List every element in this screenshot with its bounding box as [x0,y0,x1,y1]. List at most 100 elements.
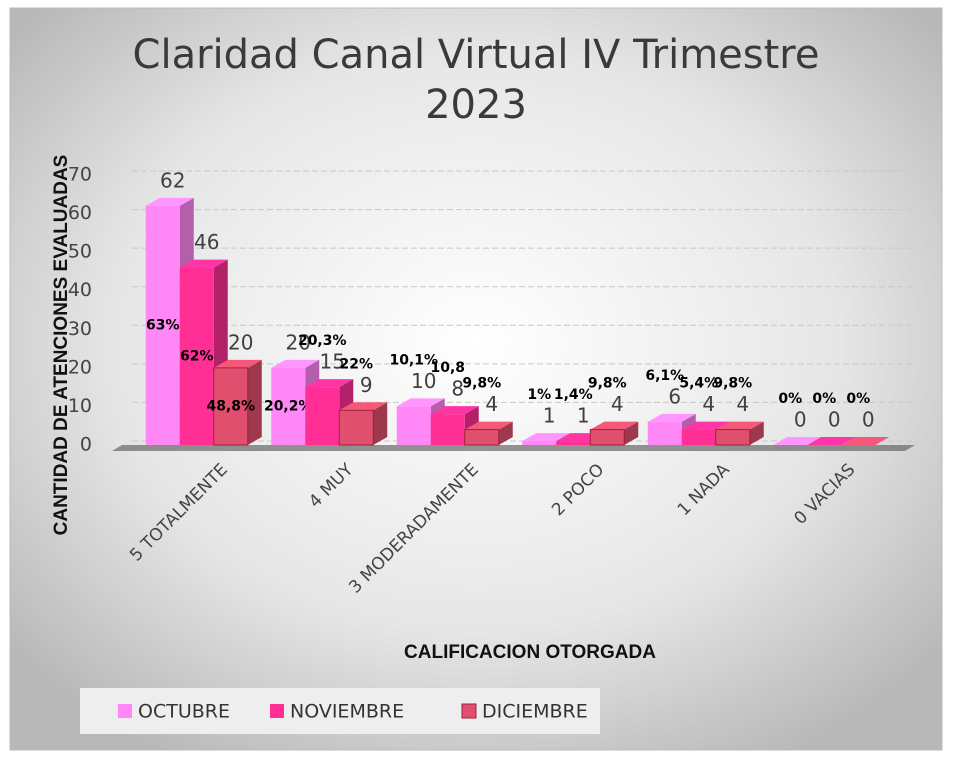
data-label: 20 [286,330,311,354]
bar-top [841,437,890,445]
bar-group [338,402,388,446]
bar-top [339,402,388,411]
y-tick-label: 30 [68,318,92,340]
bar [522,441,557,445]
data-label: 0 [794,408,807,432]
bar [305,387,340,445]
x-axis-label: CALIFICACION OTORGADA [404,642,656,663]
bar [589,429,625,446]
data-label: 1 [577,404,590,428]
percent-label: 10,1% [389,352,438,368]
percent-label: 20,3% [298,333,347,349]
legend-swatch [118,704,132,718]
y-tick-label: 10 [68,395,92,417]
y-tick-label: 70 [68,164,92,186]
percent-label: 63% [146,317,180,333]
data-label: 10 [411,369,436,393]
bar-top [590,421,639,430]
bar [145,205,180,445]
bar-side [247,359,262,445]
bar [213,367,249,446]
bar-group [841,437,890,445]
legend-label: NOVIEMBRE [290,701,404,723]
bar-top [807,437,856,445]
data-label: 0 [862,408,875,432]
chart-title: Claridad Canal Virtual IV Trimestre 2023 [132,32,820,128]
bar-group [773,437,822,445]
bar [179,267,214,445]
data-label: 6 [668,384,681,408]
bar [271,367,306,445]
percent-label: 6,1% [645,368,684,384]
data-label: 4 [485,392,498,416]
bar-top [430,406,479,415]
bar-top [271,359,320,368]
percent-label: 0% [778,391,802,407]
percent-label: 0% [812,391,836,407]
y-tick-label: 50 [68,241,92,263]
bar [430,414,465,445]
percent-label: 9,8% [713,376,752,392]
y-axis-label: CANTIDAD DE ATENCIONES EVALUADAS [51,155,72,536]
bar-top [179,259,228,268]
bar-top [145,197,194,206]
bar-top [681,421,730,430]
bar-top [213,359,262,368]
bar-top [773,437,822,445]
percent-label: 22% [339,356,373,372]
bar-group [213,359,262,446]
bar-group [464,421,513,446]
percent-label: 62% [180,348,214,364]
bar-side [624,421,639,445]
legend-swatch [461,703,477,719]
data-label: 8 [451,377,464,401]
data-label: 4 [702,392,715,416]
bar [338,409,374,446]
data-label: 4 [736,392,749,416]
data-label: 1 [543,404,556,428]
data-label: 0 [828,408,841,432]
percent-label: 9,8% [462,376,501,392]
bar-top [715,421,764,430]
percent-label: 48,8% [206,398,255,414]
bar [715,429,751,446]
bar-group [807,437,856,445]
y-tick-label: 60 [68,202,92,224]
bar [681,429,716,445]
bar [556,441,591,445]
bar-group [715,421,764,446]
legend-box [80,688,600,734]
y-tick-label: 0 [80,434,92,456]
y-tick-label: 40 [68,279,92,301]
legend-swatch [270,704,284,718]
data-label: 15 [320,350,345,374]
bar-top [464,421,513,430]
data-label: 62 [160,168,185,192]
bar-side [498,421,513,445]
bar-side [749,421,764,445]
bar-group [589,421,639,446]
percent-label: 1% [527,387,551,403]
percent-label: 0% [846,391,870,407]
y-tick-label: 20 [68,356,92,378]
bar [464,429,500,446]
bar-top [305,379,354,388]
bar-group [271,359,320,445]
bar-top [396,398,445,407]
percent-label: 20,2% [264,398,313,414]
bar-top [522,433,571,442]
bar-top [647,413,696,422]
percent-label: 9,8% [588,376,627,392]
bar-side [373,402,388,445]
data-label: 4 [611,392,624,416]
percent-label: 1,4% [554,387,593,403]
data-label: 20 [228,330,253,354]
legend-label: OCTUBRE [138,701,230,723]
percent-label: 5,4% [679,376,718,392]
legend-label: DICIEMBRE [482,701,588,723]
floor [112,445,915,451]
data-label: 46 [194,230,219,254]
data-label: 9 [360,373,373,397]
